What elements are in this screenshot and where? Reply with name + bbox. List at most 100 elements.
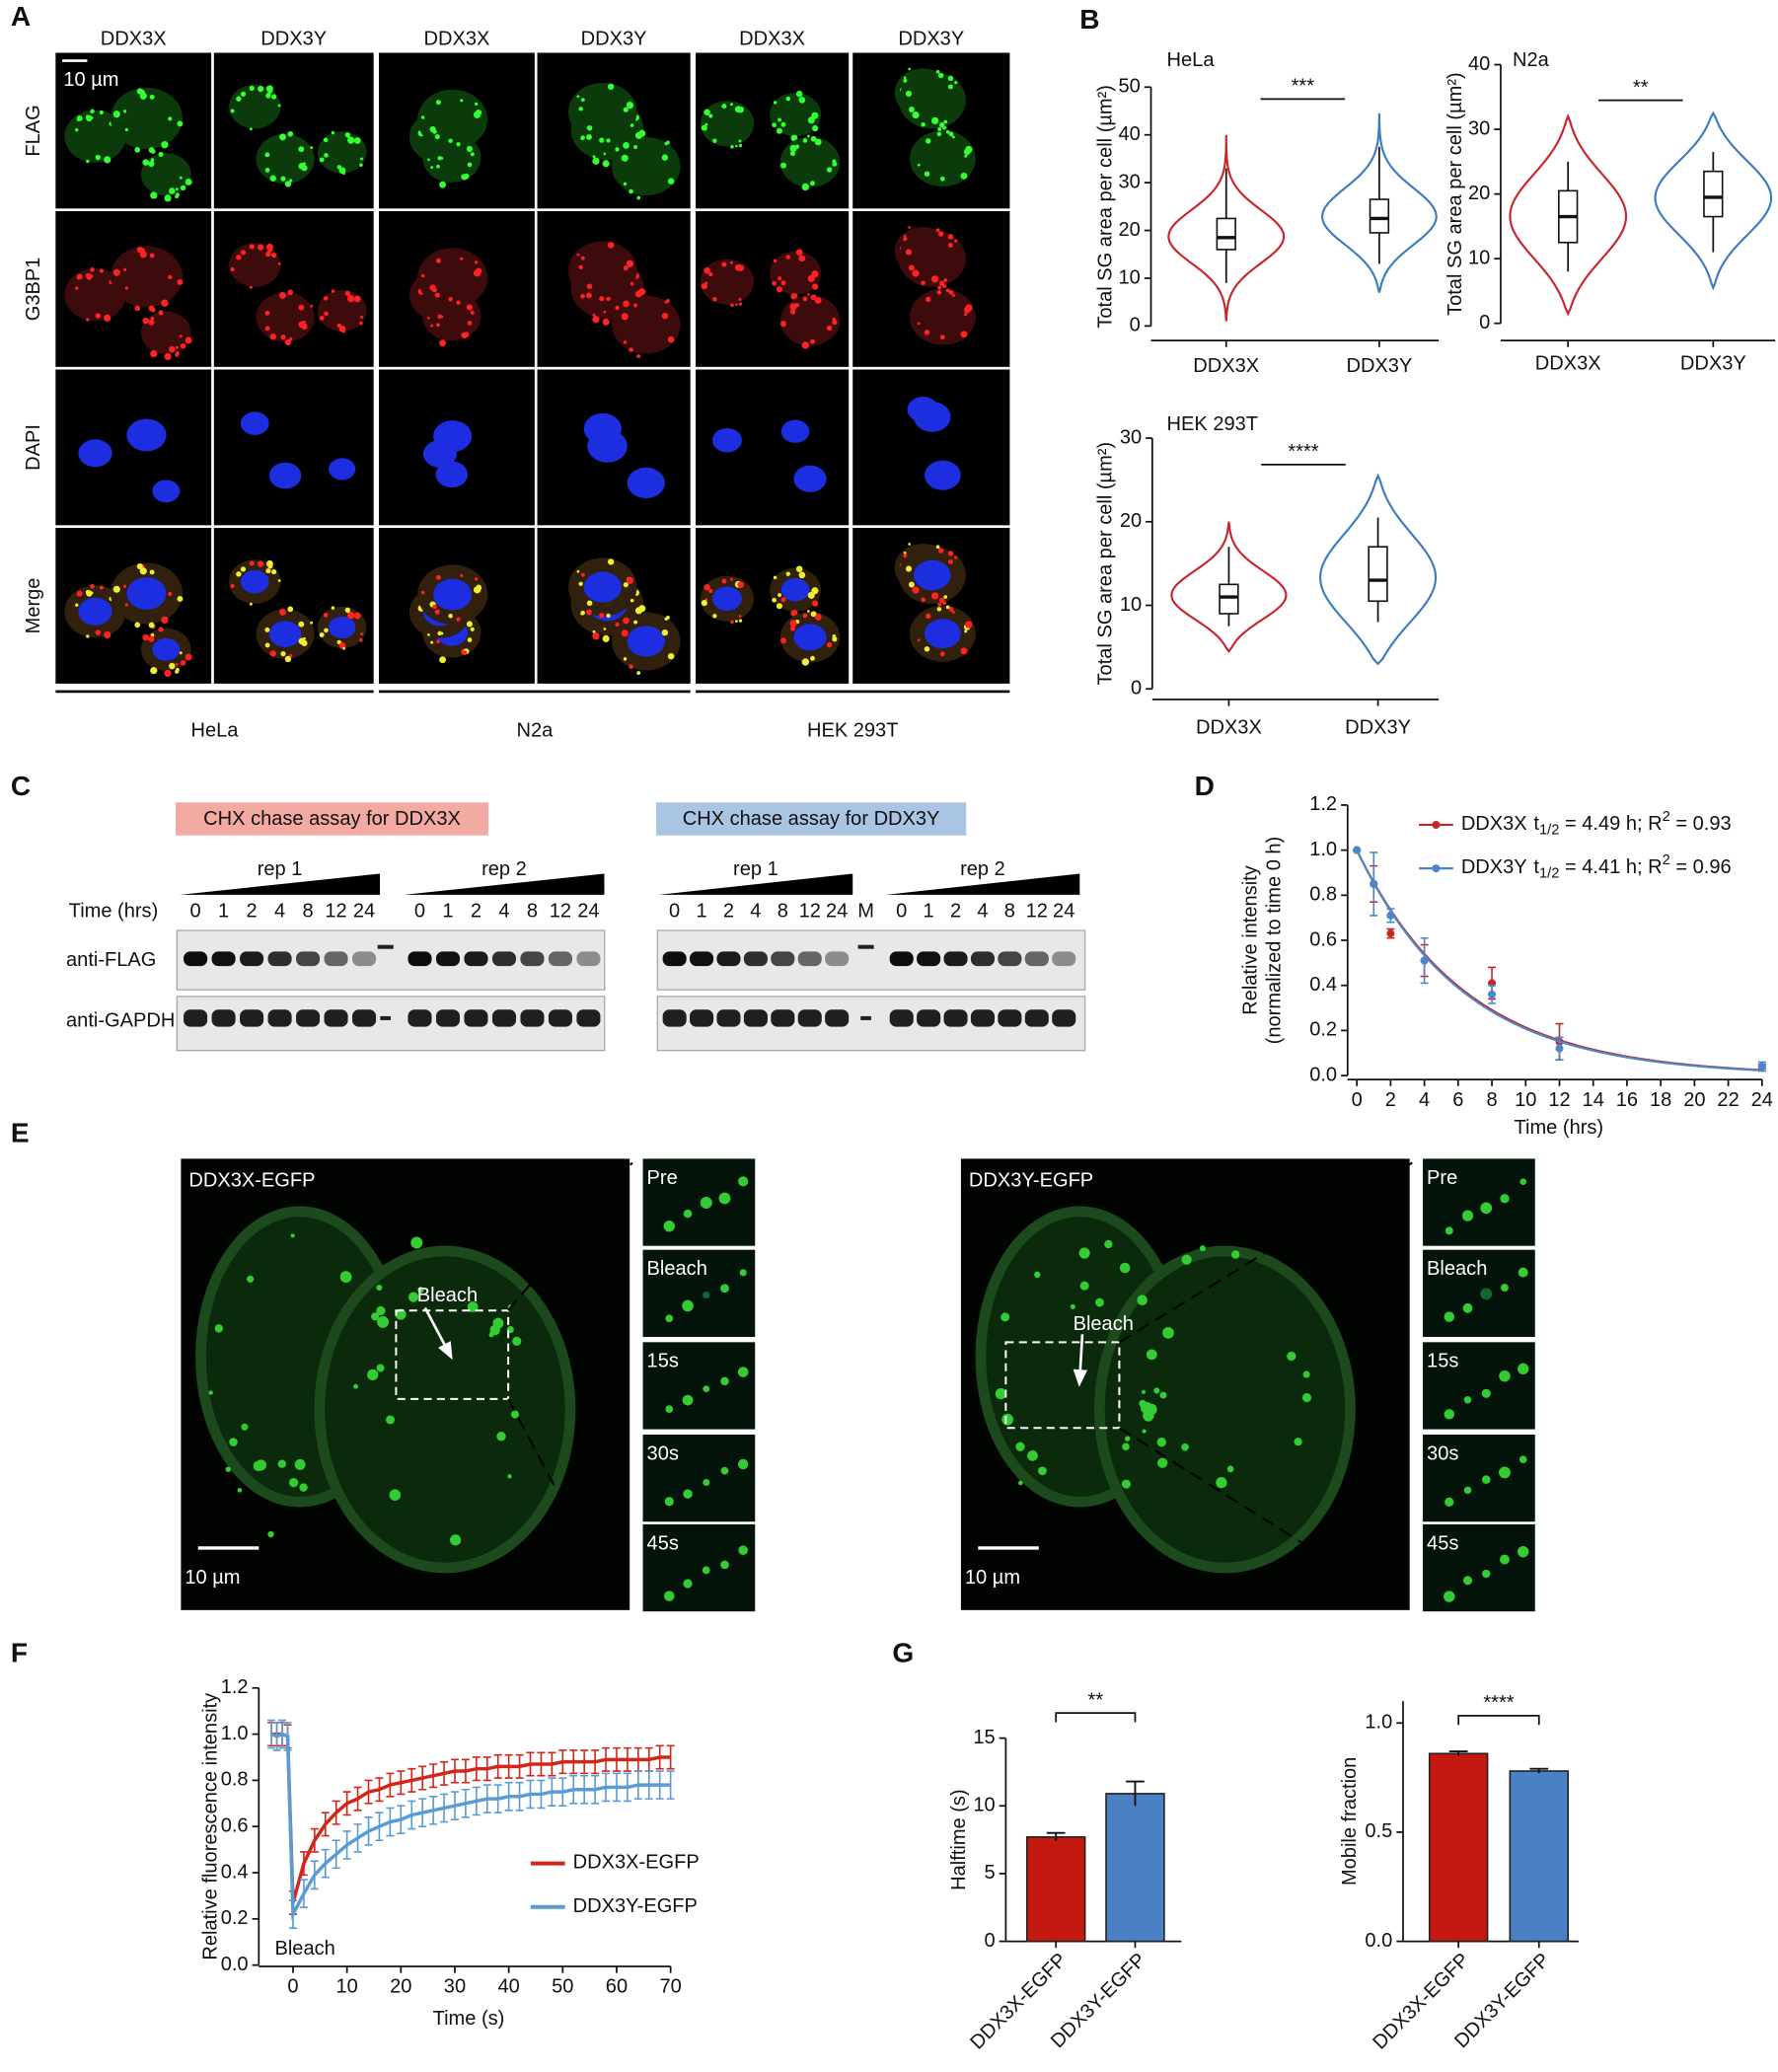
row-label: FLAG — [23, 105, 44, 156]
granule — [682, 1299, 694, 1312]
nucleus — [712, 427, 742, 453]
y-tick-label: 20 — [1120, 510, 1142, 532]
granule — [1199, 1245, 1206, 1252]
granule — [936, 290, 942, 295]
granule — [636, 195, 641, 200]
y-tick-label: 30 — [1120, 426, 1142, 448]
granule — [139, 92, 147, 100]
lane-label: 1 — [696, 901, 706, 923]
granule — [112, 585, 120, 593]
granule — [342, 330, 346, 333]
y-tick-label: 1.0 — [1309, 839, 1337, 860]
granule — [148, 305, 155, 312]
error-bar — [504, 1781, 513, 1812]
point — [1386, 911, 1395, 920]
y-tick-label: 10 — [1120, 594, 1142, 616]
granule — [602, 160, 610, 168]
granule — [621, 629, 629, 637]
granule — [592, 157, 600, 165]
granule — [319, 157, 325, 163]
granule — [150, 666, 158, 675]
granule — [420, 115, 425, 119]
granule — [124, 286, 128, 290]
granule — [139, 567, 147, 575]
image-title: DDX3Y-EGFP — [969, 1169, 1093, 1191]
granule — [99, 268, 104, 273]
granule — [124, 603, 128, 607]
granule — [924, 330, 930, 335]
granule — [810, 135, 817, 142]
granule — [319, 632, 325, 637]
granule — [664, 142, 668, 146]
granule — [150, 349, 158, 358]
granule — [945, 288, 950, 293]
granule — [269, 175, 276, 182]
granule — [427, 158, 430, 162]
granule — [149, 253, 155, 259]
granule — [832, 159, 837, 164]
granule — [437, 259, 440, 262]
granule — [142, 633, 149, 641]
granule — [225, 1466, 232, 1472]
granule — [510, 1410, 519, 1419]
granule — [730, 303, 734, 308]
legend-name: DDX3X — [1461, 813, 1527, 835]
y-axis-label: Halftime (s) — [948, 1789, 970, 1889]
granule — [1519, 1178, 1527, 1186]
granule — [240, 250, 247, 256]
error-bar — [450, 1791, 459, 1820]
granule — [917, 322, 921, 326]
error-bar — [299, 1851, 308, 1877]
x-tick-label: 20 — [1683, 1089, 1705, 1111]
granule — [812, 600, 819, 607]
significance: ** — [1088, 1689, 1104, 1711]
granule — [75, 603, 79, 607]
violin — [1320, 112, 1438, 293]
inset — [642, 1523, 756, 1612]
y-tick-label: 40 — [1468, 53, 1490, 75]
granule — [789, 620, 797, 628]
granule — [738, 1176, 749, 1187]
granule — [924, 646, 930, 652]
nucleus — [914, 559, 951, 591]
y-tick-label: 5 — [985, 1862, 996, 1884]
granule — [912, 111, 920, 119]
legend-part: = 0.93 — [1670, 813, 1732, 835]
x-tick-label: 30 — [444, 1976, 466, 1998]
granule — [623, 107, 629, 112]
granule — [1499, 1369, 1511, 1382]
granule — [386, 1415, 396, 1425]
granule — [578, 107, 583, 111]
lane-label: 0 — [669, 901, 680, 923]
y-tick-label: 0 — [985, 1930, 996, 1952]
error-bar — [461, 1788, 470, 1818]
granule — [773, 259, 778, 263]
granule — [964, 629, 968, 633]
granule — [265, 243, 273, 251]
granule — [95, 629, 102, 635]
granule — [939, 334, 945, 340]
cytoplasm — [111, 87, 184, 149]
micrograph — [852, 369, 1010, 526]
granule — [772, 597, 777, 603]
y-tick-label: 20 — [1118, 219, 1140, 241]
granule — [735, 303, 738, 306]
granule — [136, 246, 143, 254]
band — [491, 1009, 516, 1027]
granule — [158, 627, 164, 632]
inset-label: 15s — [647, 1351, 679, 1372]
granule — [360, 315, 364, 319]
granule — [606, 296, 611, 302]
granule — [720, 1466, 729, 1475]
granule — [456, 617, 461, 622]
granule — [427, 633, 430, 636]
granule — [175, 187, 179, 191]
granule — [704, 266, 710, 274]
granule — [264, 642, 270, 648]
error-bar — [321, 1848, 330, 1879]
granule — [360, 631, 364, 635]
granule — [331, 130, 335, 135]
granule — [185, 178, 192, 185]
granule — [661, 312, 669, 320]
granule — [960, 647, 968, 655]
